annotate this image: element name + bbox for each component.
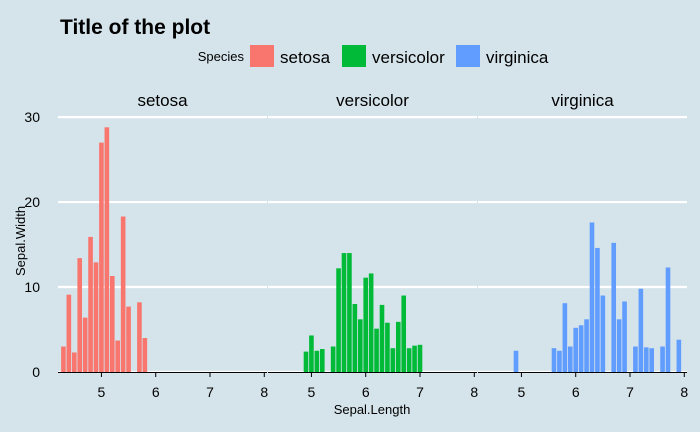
legend-label-virginica: virginica bbox=[486, 48, 549, 67]
legend-key-setosa bbox=[250, 45, 274, 67]
bar-versicolor-5.8 bbox=[352, 304, 358, 372]
bar-virginica-6 bbox=[573, 327, 579, 372]
bar-virginica-7.4 bbox=[649, 348, 655, 372]
y-tick-label-30: 30 bbox=[24, 109, 40, 125]
x-tick-label-setosa-6: 6 bbox=[152, 384, 160, 400]
bar-setosa-5.1 bbox=[104, 127, 110, 372]
y-tick-label-20: 20 bbox=[24, 194, 40, 210]
x-tick-label-versicolor-8: 8 bbox=[470, 384, 478, 400]
bar-versicolor-6.3 bbox=[379, 304, 385, 372]
legend-entry-virginica: virginica bbox=[456, 45, 549, 67]
facet-panels: setosa 5 6 7 8 versicolor 5 6 7 8 virginica 5 6 7 8 bbox=[58, 91, 688, 400]
strip-label-setosa: setosa bbox=[137, 91, 188, 110]
bar-setosa-5.5 bbox=[126, 306, 131, 372]
bar-setosa-4.7 bbox=[82, 317, 88, 372]
bar-virginica-4.9 bbox=[513, 350, 519, 372]
bar-versicolor-5.1 bbox=[314, 350, 320, 372]
bar-virginica-6.9 bbox=[622, 301, 627, 372]
bar-versicolor-6.6 bbox=[395, 321, 401, 372]
bar-virginica-7.2 bbox=[638, 288, 644, 372]
bar-setosa-4.6 bbox=[77, 258, 83, 372]
x-tick-label-virginica-7: 7 bbox=[626, 384, 634, 400]
strip-label-virginica: virginica bbox=[551, 91, 614, 110]
bar-setosa-5.4 bbox=[120, 216, 126, 372]
x-tick-label-setosa-5: 5 bbox=[98, 384, 106, 400]
legend: Species setosa versicolor virginica bbox=[198, 45, 549, 67]
bar-versicolor-5.4 bbox=[330, 346, 336, 372]
bar-setosa-5 bbox=[99, 142, 104, 372]
bar-virginica-6.5 bbox=[600, 295, 606, 372]
bar-setosa-5.3 bbox=[115, 340, 121, 372]
bar-setosa-4.9 bbox=[93, 262, 99, 372]
x-tick-label-versicolor-5: 5 bbox=[308, 384, 316, 400]
chart-title: Title of the plot bbox=[60, 16, 210, 39]
bar-virginica-5.7 bbox=[557, 350, 562, 372]
bar-virginica-6.4 bbox=[595, 247, 600, 372]
bar-setosa-4.4 bbox=[66, 294, 72, 372]
x-tick-label-virginica-8: 8 bbox=[680, 384, 688, 400]
legend-key-virginica bbox=[456, 45, 480, 67]
bar-versicolor-6.8 bbox=[406, 348, 412, 372]
bar-virginica-7.6 bbox=[660, 346, 665, 372]
legend-label-setosa: setosa bbox=[280, 48, 331, 67]
bar-virginica-5.9 bbox=[567, 346, 573, 372]
y-tick-label-10: 10 bbox=[24, 279, 40, 295]
bar-versicolor-6.2 bbox=[374, 328, 379, 372]
bar-versicolor-5.6 bbox=[341, 253, 347, 372]
x-tick-label-setosa-7: 7 bbox=[206, 384, 214, 400]
x-tick-label-versicolor-7: 7 bbox=[416, 384, 424, 400]
x-tick-label-virginica-6: 6 bbox=[572, 384, 580, 400]
legend-label-versicolor: versicolor bbox=[372, 48, 445, 67]
bar-setosa-4.3 bbox=[61, 346, 66, 372]
legend-key-versicolor bbox=[342, 45, 366, 67]
bar-setosa-4.5 bbox=[71, 352, 77, 372]
bar-setosa-5.7 bbox=[137, 302, 142, 372]
bar-setosa-5.8 bbox=[142, 338, 148, 372]
bar-setosa-5.2 bbox=[109, 275, 115, 372]
x-tick-label-virginica-5: 5 bbox=[518, 384, 526, 400]
panel-setosa: setosa 5 6 7 8 bbox=[58, 91, 268, 400]
bar-versicolor-6.5 bbox=[390, 348, 396, 372]
y-axis-tick-labels: 0 10 20 30 bbox=[24, 109, 40, 380]
bar-versicolor-6.4 bbox=[385, 322, 390, 372]
x-tick-label-versicolor-6: 6 bbox=[362, 384, 370, 400]
bar-virginica-7.9 bbox=[676, 339, 682, 372]
bar-versicolor-5.2 bbox=[319, 349, 325, 372]
bar-versicolor-5 bbox=[309, 335, 314, 372]
bar-versicolor-6 bbox=[363, 277, 369, 372]
bar-versicolor-6.7 bbox=[401, 295, 407, 372]
bar-virginica-5.6 bbox=[551, 348, 557, 372]
bar-versicolor-6.1 bbox=[368, 273, 374, 372]
y-axis-title: Sepal.Width bbox=[13, 206, 28, 276]
bar-virginica-6.2 bbox=[584, 319, 589, 372]
x-tick-label-setosa-8: 8 bbox=[260, 384, 268, 400]
bar-versicolor-5.7 bbox=[347, 253, 352, 372]
bar-virginica-7.7 bbox=[665, 267, 671, 372]
bar-versicolor-5.5 bbox=[336, 268, 341, 372]
x-axis-title: Sepal.Length bbox=[334, 402, 411, 417]
y-tick-label-0: 0 bbox=[32, 364, 40, 380]
bar-setosa-4.8 bbox=[88, 236, 93, 372]
bar-virginica-6.7 bbox=[611, 242, 617, 372]
legend-entry-setosa: setosa bbox=[250, 45, 331, 67]
legend-title: Species bbox=[198, 49, 245, 64]
bar-versicolor-6.9 bbox=[412, 345, 417, 372]
panel-versicolor: versicolor 5 6 7 8 bbox=[268, 91, 478, 400]
bar-virginica-5.8 bbox=[562, 303, 568, 372]
bar-versicolor-4.9 bbox=[303, 351, 309, 372]
bar-virginica-6.3 bbox=[589, 222, 595, 372]
panel-virginica: virginica 5 6 7 8 bbox=[478, 91, 688, 400]
legend-entry-versicolor: versicolor bbox=[342, 45, 445, 67]
bar-versicolor-5.9 bbox=[357, 319, 363, 372]
bar-virginica-7.3 bbox=[643, 347, 649, 372]
bar-virginica-6.1 bbox=[578, 325, 584, 372]
strip-label-versicolor: versicolor bbox=[336, 91, 409, 110]
bar-virginica-7.1 bbox=[633, 346, 638, 372]
bar-versicolor-7 bbox=[417, 344, 423, 372]
bar-virginica-6.8 bbox=[616, 319, 622, 372]
